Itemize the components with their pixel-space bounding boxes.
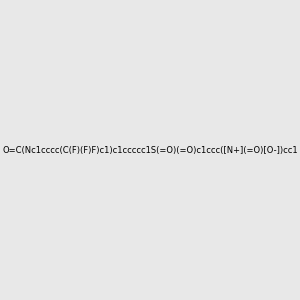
Text: O=C(Nc1cccc(C(F)(F)F)c1)c1ccccc1S(=O)(=O)c1ccc([N+](=O)[O-])cc1: O=C(Nc1cccc(C(F)(F)F)c1)c1ccccc1S(=O)(=O… <box>2 146 298 154</box>
